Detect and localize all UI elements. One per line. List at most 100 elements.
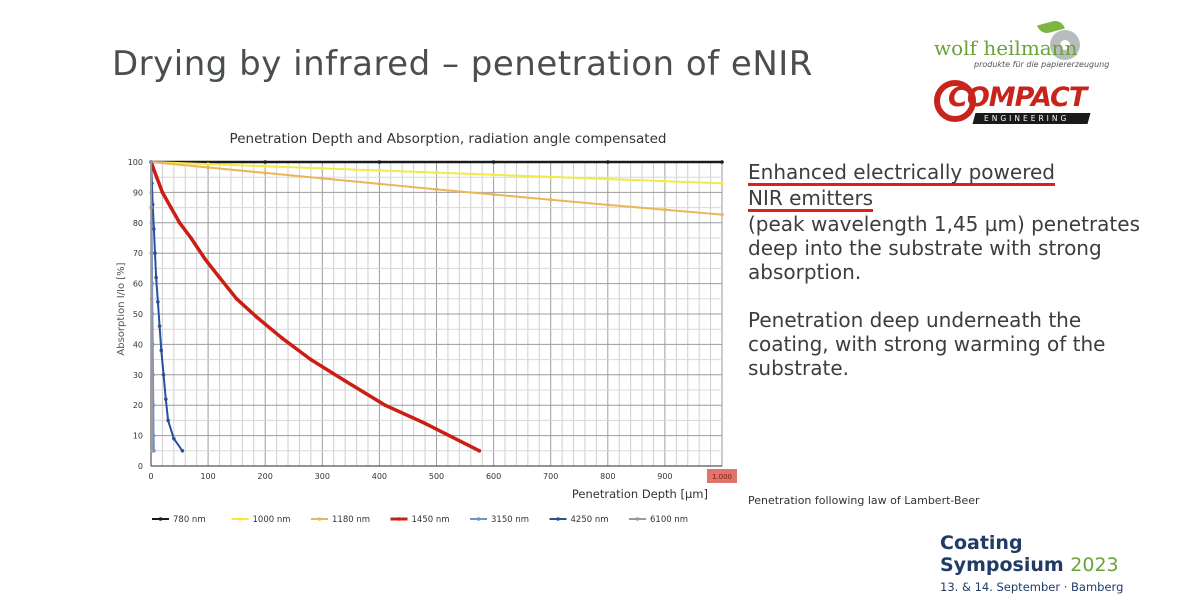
data-point-1450-nm <box>423 421 427 426</box>
data-point-4250-nm <box>153 251 157 255</box>
symposium-line-2: Symposium 2023 <box>940 554 1160 576</box>
data-point-1450-nm <box>477 449 482 453</box>
data-point-1450-nm <box>160 190 165 195</box>
data-point-1450-nm <box>280 336 285 341</box>
data-point-1000-nm <box>663 179 667 183</box>
wolf-heilmann-logo: wolf heilmann produkte für die papiererz… <box>930 12 1109 72</box>
data-point-1180-nm <box>491 192 496 197</box>
slide-title: Drying by infrared – penetration of eNIR <box>112 44 813 84</box>
x-tick-label: 600 <box>486 472 501 481</box>
y-tick-label: 90 <box>133 188 143 197</box>
data-point-1180-nm <box>206 165 210 170</box>
data-point-1450-nm <box>189 236 193 240</box>
data-point-1450-nm <box>177 221 182 225</box>
y-tick-label: 50 <box>133 310 143 319</box>
legend-marker <box>158 517 163 521</box>
legend-marker <box>238 517 242 521</box>
x-tick-label: 300 <box>315 472 330 481</box>
x-tick-label: 500 <box>429 472 444 481</box>
data-point-4250-nm <box>159 348 164 353</box>
y-axis-label: Absorption I/Io [%] <box>116 262 127 355</box>
data-point-1450-nm <box>169 205 173 210</box>
data-point-1000-nm <box>320 166 325 171</box>
description-body: (peak wavelength 1,45 µm) penetrates dee… <box>748 212 1140 284</box>
symposium-line-1: Coating <box>940 532 1023 554</box>
data-point-4250-nm <box>161 373 166 377</box>
data-point-780-nm <box>491 160 496 164</box>
footnote: Penetration following law of Lambert-Bee… <box>748 494 980 507</box>
x-tick-label-highlight: 1.000 <box>712 473 732 481</box>
legend-label: 1000 nm <box>253 515 291 525</box>
x-tick-label: 400 <box>372 472 387 481</box>
legend-marker <box>476 517 481 521</box>
data-point-1450-nm <box>343 379 347 383</box>
legend-marker <box>397 517 401 521</box>
series-line-1450-nm <box>149 160 482 453</box>
x-tick-highlight <box>707 469 737 483</box>
data-point-1180-nm <box>320 176 325 181</box>
data-point-1000-nm <box>720 181 724 186</box>
data-point-4250-nm <box>157 324 162 328</box>
y-tick-label: 30 <box>133 371 143 380</box>
legend-label: 1180 nm <box>332 515 370 525</box>
data-point-6100-nm <box>149 251 154 255</box>
data-point-1450-nm <box>203 257 208 262</box>
data-point-4250-nm <box>156 300 160 304</box>
y-tick-label: 20 <box>133 401 143 410</box>
symposium-year: 2023 <box>1070 554 1119 576</box>
data-point-1000-nm <box>606 177 610 181</box>
data-point-1450-nm <box>154 175 159 179</box>
data-point-6100-nm <box>150 388 154 392</box>
y-tick-label: 10 <box>133 432 143 441</box>
description-heading-line-1: Enhanced electrically powered <box>748 160 1055 186</box>
symposium-branding: Coating Symposium 2023 13. & 14. Septemb… <box>940 532 1160 594</box>
data-point-1000-nm <box>263 164 268 169</box>
x-tick-label: 200 <box>258 472 273 481</box>
legend-label: 4250 nm <box>571 515 609 525</box>
description-panel: Enhanced electrically powered NIR emitte… <box>748 160 1168 380</box>
compact-engineering-logo: COMPACT ENGINEERING <box>934 80 1094 126</box>
x-tick-label: 900 <box>657 472 672 481</box>
compact-wordmark: COMPACT <box>948 82 1087 113</box>
data-point-780-nm <box>606 160 610 164</box>
legend-marker <box>317 517 322 521</box>
data-point-780-nm <box>377 160 382 164</box>
data-point-1450-nm <box>217 275 222 280</box>
x-tick-label: 100 <box>200 472 215 481</box>
chart-legend: 780 nm 1000 nm 1180 nm 1450 nm 3150 nm 4250 n… <box>152 515 688 525</box>
x-tick-label: 700 <box>543 472 558 481</box>
y-tick-label: 70 <box>133 249 143 258</box>
description-heading-line-2: NIR emitters <box>748 186 874 212</box>
legend-label: 3150 nm <box>491 515 529 525</box>
data-point-1180-nm <box>434 187 439 192</box>
data-point-1000-nm <box>491 172 496 177</box>
chart-title: Penetration Depth and Absorption, radiat… <box>229 131 667 147</box>
chart-series <box>149 160 724 453</box>
x-tick-label: 800 <box>600 472 615 481</box>
data-point-1000-nm <box>434 170 439 175</box>
data-point-1000-nm <box>377 168 382 173</box>
y-tick-label: 0 <box>138 462 143 471</box>
y-tick-label: 40 <box>133 340 143 349</box>
data-point-1450-nm <box>234 297 239 301</box>
data-point-6100-nm <box>149 342 154 347</box>
symposium-word: Symposium <box>940 554 1064 576</box>
x-tick-label: 0 <box>148 472 153 481</box>
data-point-1180-nm <box>377 182 382 186</box>
legend-marker <box>556 517 560 521</box>
data-point-6100-nm <box>149 160 153 164</box>
data-point-6100-nm <box>150 449 154 453</box>
series-line-6100-nm <box>150 161 153 452</box>
legend-label: 6100 nm <box>650 515 688 525</box>
data-point-4250-nm <box>180 449 185 453</box>
data-point-1450-nm <box>254 315 259 319</box>
data-point-1180-nm <box>720 212 724 217</box>
data-point-4250-nm <box>152 227 156 231</box>
data-point-4250-nm <box>166 418 170 423</box>
y-tick-label: 80 <box>133 219 143 228</box>
y-tick-label: 60 <box>133 280 143 289</box>
symposium-date: 13. & 14. September · Bamberg <box>940 580 1124 594</box>
compact-ring-icon <box>934 80 976 122</box>
wolf-heilmann-wordmark: wolf heilmann <box>934 36 1078 60</box>
compact-subline: ENGINEERING <box>984 114 1070 123</box>
